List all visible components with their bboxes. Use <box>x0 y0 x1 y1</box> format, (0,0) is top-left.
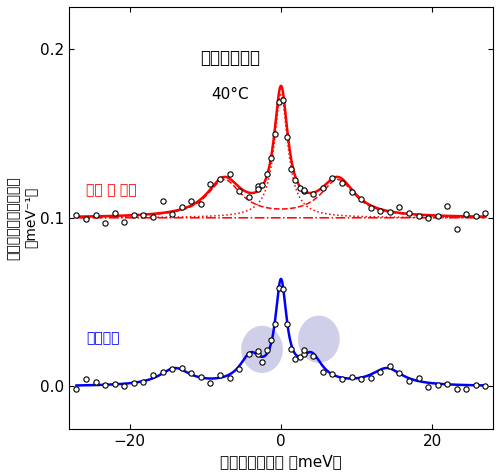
Y-axis label: 非弾性散乱スペクトル
（meV⁻¹）: 非弾性散乱スペクトル （meV⁻¹） <box>7 176 37 260</box>
X-axis label: 遷移エネルギー （meV）: 遷移エネルギー （meV） <box>220 454 342 469</box>
Text: 40°C: 40°C <box>212 87 249 102</box>
Text: 縦波のみ: 縦波のみ <box>86 331 120 345</box>
Text: 縦波 ＋ 横波: 縦波 ＋ 横波 <box>86 184 136 198</box>
Ellipse shape <box>241 326 283 373</box>
Ellipse shape <box>298 316 340 363</box>
Text: 液体ガリウム: 液体ガリウム <box>200 49 260 67</box>
